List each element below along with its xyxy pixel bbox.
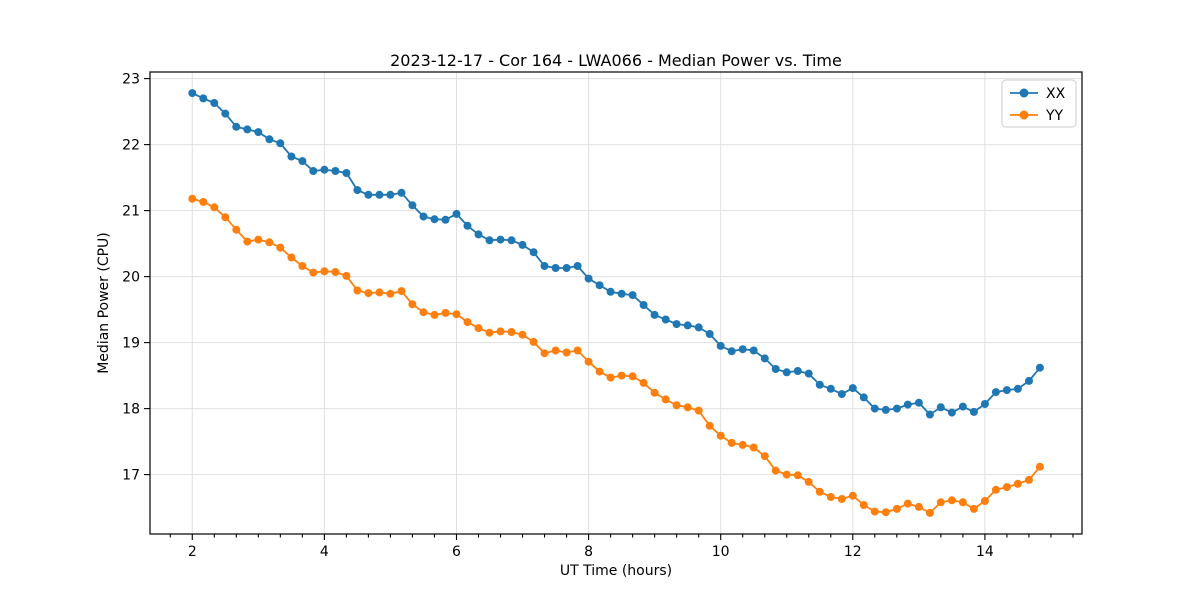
series-XX-line [191, 92, 1041, 416]
x-tick-label: 10 [712, 544, 730, 560]
x-tick-label: 8 [584, 544, 593, 560]
y-tick-labels: 17 18 19 20 21 22 23 [122, 72, 140, 484]
legend-marker-icon [1019, 88, 1029, 98]
series-YY [188, 194, 1044, 517]
x-axis-label: UT Time (hours) [559, 563, 673, 579]
y-tick-label: 17 [122, 468, 140, 484]
series-XX [188, 89, 1044, 419]
legend-label: XX [1046, 86, 1066, 102]
y-tick-label: 18 [122, 402, 140, 418]
legend-item-XX: XX [1010, 86, 1066, 102]
x-tick-labels: 2 4 6 8 10 12 14 [188, 544, 994, 560]
grid-lines [150, 72, 1082, 534]
x-tick-label: 6 [452, 544, 461, 560]
x-tick-label: 2 [188, 544, 197, 560]
y-tick-label: 22 [122, 138, 140, 154]
legend-item-YY: YY [1010, 108, 1064, 124]
x-tick-label: 4 [320, 544, 329, 560]
legend-marker-icon [1019, 110, 1029, 120]
y-tick-label: 19 [122, 336, 140, 352]
x-axis-ticks [169, 534, 1074, 540]
legend: XX YY [1001, 79, 1077, 128]
legend-label: YY [1045, 108, 1064, 124]
y-tick-label: 21 [122, 204, 140, 220]
y-tick-label: 23 [122, 72, 140, 88]
y-axis-ticks [144, 78, 150, 476]
x-tick-label: 14 [976, 544, 994, 560]
y-tick-label: 20 [122, 270, 140, 286]
series-YY-markers [188, 194, 1044, 517]
x-tick-label: 12 [844, 544, 862, 560]
plot-border [149, 71, 1083, 535]
series-YY-line [192, 197, 1041, 515]
series-XX-markers [188, 89, 1044, 419]
chart-title: 2023-12-17 - Cor 164 - LWA066 - Median P… [390, 51, 842, 70]
